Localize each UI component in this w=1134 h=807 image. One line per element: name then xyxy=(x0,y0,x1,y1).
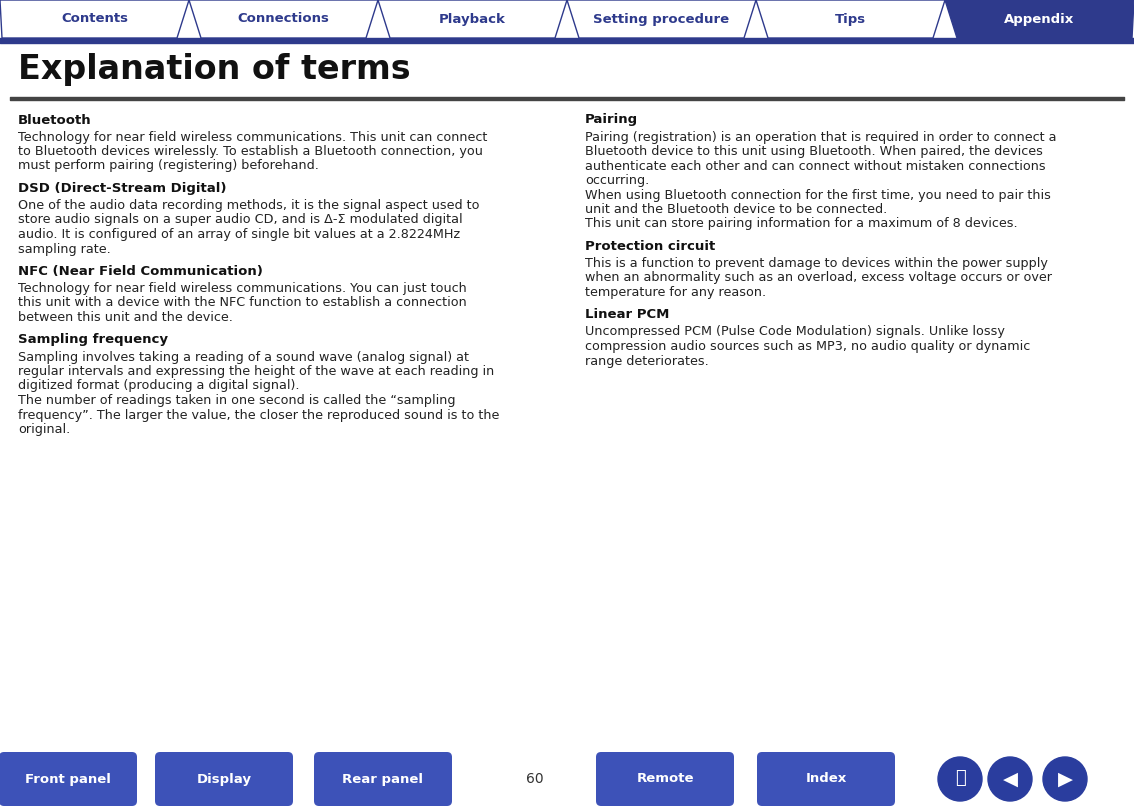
Text: Rear panel: Rear panel xyxy=(342,772,423,785)
FancyBboxPatch shape xyxy=(758,752,895,806)
Text: sampling rate.: sampling rate. xyxy=(18,242,111,256)
Text: Bluetooth device to this unit using Bluetooth. When paired, the devices: Bluetooth device to this unit using Blue… xyxy=(585,145,1043,158)
Text: Pairing: Pairing xyxy=(585,114,638,127)
Text: Explanation of terms: Explanation of terms xyxy=(18,53,411,86)
Text: Technology for near field wireless communications. You can just touch: Technology for near field wireless commu… xyxy=(18,282,467,295)
Text: frequency”. The larger the value, the closer the reproduced sound is to the: frequency”. The larger the value, the cl… xyxy=(18,408,499,421)
Text: Setting procedure: Setting procedure xyxy=(593,12,729,26)
Text: DSD (Direct-Stream Digital): DSD (Direct-Stream Digital) xyxy=(18,182,227,195)
Text: Connections: Connections xyxy=(237,12,330,26)
Polygon shape xyxy=(189,0,378,38)
Text: ▶: ▶ xyxy=(1058,770,1073,788)
Text: The number of readings taken in one second is called the “sampling: The number of readings taken in one seco… xyxy=(18,394,456,407)
Text: Protection circuit: Protection circuit xyxy=(585,240,716,253)
Circle shape xyxy=(988,757,1032,801)
Text: between this unit and the device.: between this unit and the device. xyxy=(18,311,232,324)
Text: Bluetooth: Bluetooth xyxy=(18,114,92,127)
Text: compression audio sources such as MP3, no audio quality or dynamic: compression audio sources such as MP3, n… xyxy=(585,340,1031,353)
Polygon shape xyxy=(378,0,567,38)
Text: authenticate each other and can connect without mistaken connections: authenticate each other and can connect … xyxy=(585,160,1046,173)
Text: Sampling frequency: Sampling frequency xyxy=(18,333,168,346)
Text: 🏠: 🏠 xyxy=(955,769,965,787)
Text: Tips: Tips xyxy=(835,12,866,26)
Text: must perform pairing (registering) beforehand.: must perform pairing (registering) befor… xyxy=(18,160,319,173)
Text: Playback: Playback xyxy=(439,12,506,26)
Text: Remote: Remote xyxy=(636,772,694,785)
Text: Appendix: Appendix xyxy=(1005,12,1075,26)
Text: Pairing (registration) is an operation that is required in order to connect a: Pairing (registration) is an operation t… xyxy=(585,131,1057,144)
Text: ◀: ◀ xyxy=(1002,770,1017,788)
Text: Contents: Contents xyxy=(61,12,128,26)
Text: when an abnormality such as an overload, excess voltage occurs or over: when an abnormality such as an overload,… xyxy=(585,271,1052,285)
Text: digitized format (producing a digital signal).: digitized format (producing a digital si… xyxy=(18,379,299,392)
Text: This is a function to prevent damage to devices within the power supply: This is a function to prevent damage to … xyxy=(585,257,1048,270)
Text: temperature for any reason.: temperature for any reason. xyxy=(585,286,767,299)
Text: this unit with a device with the NFC function to establish a connection: this unit with a device with the NFC fun… xyxy=(18,296,467,310)
Text: Display: Display xyxy=(196,772,252,785)
Polygon shape xyxy=(945,0,1134,38)
Circle shape xyxy=(1043,757,1088,801)
Circle shape xyxy=(938,757,982,801)
Text: This unit can store pairing information for a maximum of 8 devices.: This unit can store pairing information … xyxy=(585,218,1017,231)
Text: Sampling involves taking a reading of a sound wave (analog signal) at: Sampling involves taking a reading of a … xyxy=(18,350,469,363)
FancyBboxPatch shape xyxy=(0,752,137,806)
FancyBboxPatch shape xyxy=(596,752,734,806)
Text: 60: 60 xyxy=(526,772,544,786)
Text: range deteriorates.: range deteriorates. xyxy=(585,354,709,367)
Text: occurring.: occurring. xyxy=(585,174,650,187)
Text: store audio signals on a super audio CD, and is Δ-Σ modulated digital: store audio signals on a super audio CD,… xyxy=(18,214,463,227)
FancyBboxPatch shape xyxy=(314,752,452,806)
Text: Index: Index xyxy=(805,772,847,785)
Polygon shape xyxy=(567,0,756,38)
Text: Uncompressed PCM (Pulse Code Modulation) signals. Unlike lossy: Uncompressed PCM (Pulse Code Modulation)… xyxy=(585,325,1005,338)
Polygon shape xyxy=(756,0,945,38)
Text: regular intervals and expressing the height of the wave at each reading in: regular intervals and expressing the hei… xyxy=(18,365,494,378)
FancyBboxPatch shape xyxy=(155,752,293,806)
Text: to Bluetooth devices wirelessly. To establish a Bluetooth connection, you: to Bluetooth devices wirelessly. To esta… xyxy=(18,145,483,158)
Text: One of the audio data recording methods, it is the signal aspect used to: One of the audio data recording methods,… xyxy=(18,199,480,212)
Text: unit and the Bluetooth device to be connected.: unit and the Bluetooth device to be conn… xyxy=(585,203,887,216)
Text: NFC (Near Field Communication): NFC (Near Field Communication) xyxy=(18,265,263,278)
Text: original.: original. xyxy=(18,423,70,436)
Text: audio. It is configured of an array of single bit values at a 2.8224MHz: audio. It is configured of an array of s… xyxy=(18,228,460,241)
Text: Linear PCM: Linear PCM xyxy=(585,308,669,321)
Text: Technology for near field wireless communications. This unit can connect: Technology for near field wireless commu… xyxy=(18,131,488,144)
Polygon shape xyxy=(0,0,189,38)
Text: When using Bluetooth connection for the first time, you need to pair this: When using Bluetooth connection for the … xyxy=(585,189,1051,202)
Text: Front panel: Front panel xyxy=(25,772,111,785)
